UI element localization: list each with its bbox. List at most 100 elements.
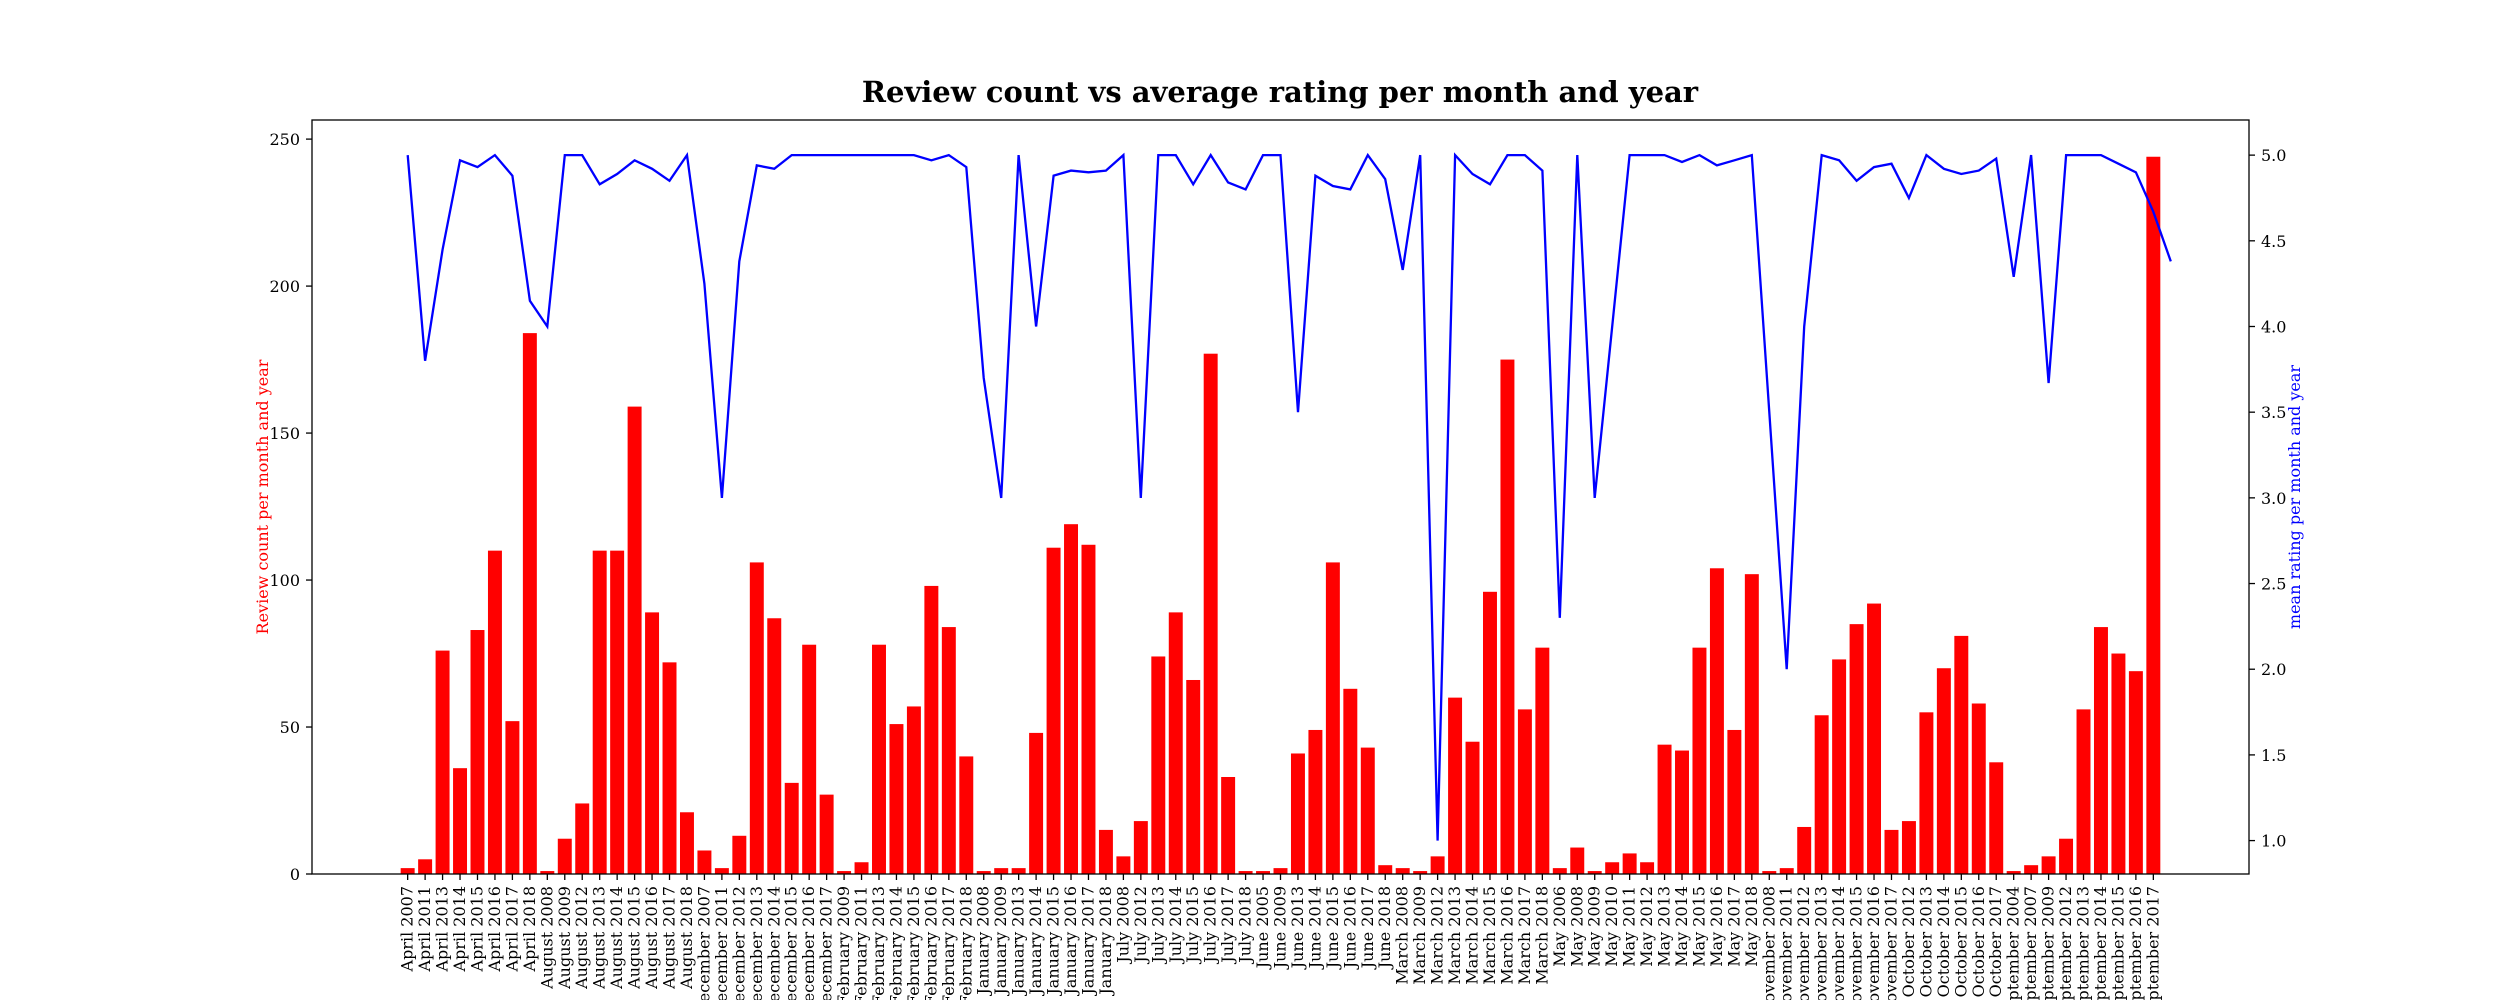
x-tick-label: July 2012 <box>1131 886 1150 965</box>
bar <box>1133 821 1148 874</box>
x-tick-label: December 2017 <box>817 886 836 1000</box>
x-tick-label: September 2015 <box>2108 886 2127 1000</box>
x-tick-label: May 2009 <box>1585 886 1604 967</box>
bar <box>1622 853 1637 874</box>
x-tick-label: January 2009 <box>991 886 1010 997</box>
x-tick-label: June 2015 <box>1323 886 1342 970</box>
bar <box>767 618 782 874</box>
y-tick-label: 100 <box>269 571 300 590</box>
x-tick-label: September 2007 <box>2021 886 2040 1000</box>
x-tick-label: August 2018 <box>677 886 696 990</box>
bar <box>1238 871 1253 874</box>
bar <box>662 662 677 874</box>
bar <box>1535 647 1550 874</box>
bar <box>1203 353 1218 874</box>
x-tick-label: September 2016 <box>2126 886 2145 1000</box>
x-tick-label: May 2018 <box>1742 886 1761 967</box>
bar <box>645 612 660 874</box>
x-tick-label: March 2009 <box>1410 886 1429 985</box>
bar <box>872 644 886 874</box>
bar <box>2041 856 2056 874</box>
bar <box>522 333 537 874</box>
x-tick-label: October 2016 <box>1969 886 1988 997</box>
bar <box>1884 829 1899 874</box>
bar <box>1378 865 1393 874</box>
x-tick-label: February 2016 <box>921 886 940 1000</box>
bar <box>470 630 485 874</box>
y-tick-label: 50 <box>280 718 300 737</box>
bar <box>1360 747 1375 874</box>
bar <box>1186 679 1201 874</box>
bar <box>1011 868 1026 874</box>
x-tick-label: April 2016 <box>485 886 504 972</box>
bar <box>1849 624 1864 874</box>
x-tick-label: May 2010 <box>1602 886 1621 967</box>
bar <box>1221 776 1236 874</box>
x-tick-label: May 2011 <box>1620 886 1639 967</box>
bar <box>575 803 590 874</box>
x-tick-label: June 2018 <box>1375 886 1394 970</box>
y2-tick-label: 4.5 <box>2261 232 2286 251</box>
bar <box>1936 668 1951 874</box>
x-tick-label: May 2017 <box>1724 886 1743 967</box>
y2-tick-label: 2.5 <box>2261 575 2286 594</box>
y2-axis-label: mean rating per month and year <box>2285 365 2304 630</box>
x-tick-label: November 2014 <box>1829 886 1848 1000</box>
y2-tick-label: 2.0 <box>2261 660 2286 679</box>
x-tick-label: March 2012 <box>1428 886 1447 985</box>
x-tick-label: October 2013 <box>1916 886 1935 997</box>
x-tick-label: December 2016 <box>799 886 818 1000</box>
x-tick-label: October 2017 <box>1986 886 2005 997</box>
bar <box>1116 856 1131 874</box>
x-tick-label: February 2015 <box>904 886 923 1000</box>
x-tick-label: February 2011 <box>852 886 871 1000</box>
chart-title: Review count vs average rating per month… <box>862 75 1699 109</box>
bar <box>435 650 450 874</box>
y-tick-label: 150 <box>269 424 300 443</box>
x-tick-label: February 2009 <box>834 886 853 1000</box>
bar <box>1151 656 1166 874</box>
x-tick-label: March 2017 <box>1515 886 1534 985</box>
bar <box>1413 871 1428 874</box>
x-tick-label: April 2013 <box>433 886 452 972</box>
bar <box>1779 868 1794 874</box>
bar <box>1098 829 1113 874</box>
x-tick-label: February 2018 <box>956 886 975 1000</box>
bar <box>1989 762 2004 874</box>
bar <box>1657 744 1672 874</box>
x-tick-label: June 2016 <box>1340 886 1359 970</box>
bar <box>1675 750 1689 874</box>
bar <box>418 859 433 874</box>
y-tick-label: 200 <box>269 277 300 296</box>
x-tick-label: September 2013 <box>2074 886 2093 1000</box>
bar <box>1395 868 1410 874</box>
bar <box>1430 856 1445 874</box>
bar <box>784 782 799 874</box>
x-tick-label: August 2012 <box>572 886 591 990</box>
bar <box>1064 524 1079 874</box>
bar <box>732 835 747 874</box>
x-tick-label: August 2017 <box>660 886 679 990</box>
bar <box>2024 865 2039 874</box>
plot-frame <box>311 119 2250 875</box>
x-tick-label: April 2007 <box>398 886 417 972</box>
bar <box>1325 562 1340 874</box>
bar <box>1448 697 1463 874</box>
bar <box>505 721 520 874</box>
bar <box>487 550 502 874</box>
bar <box>1290 753 1305 874</box>
bar <box>1832 659 1847 874</box>
x-tick-label: April 2015 <box>467 886 486 972</box>
x-tick-label: May 2013 <box>1655 886 1674 967</box>
x-tick-label: March 2015 <box>1480 886 1499 985</box>
x-tick-label: April 2014 <box>450 886 469 972</box>
x-tick-label: April 2018 <box>520 886 539 972</box>
y2-tick-label: 5.0 <box>2261 146 2286 165</box>
x-tick-label: December 2015 <box>782 886 801 1000</box>
y2-tick-label: 1.0 <box>2261 832 2286 851</box>
x-tick-label: May 2012 <box>1637 886 1656 967</box>
bar <box>1640 862 1655 874</box>
x-tick-label: June 2013 <box>1288 886 1307 970</box>
